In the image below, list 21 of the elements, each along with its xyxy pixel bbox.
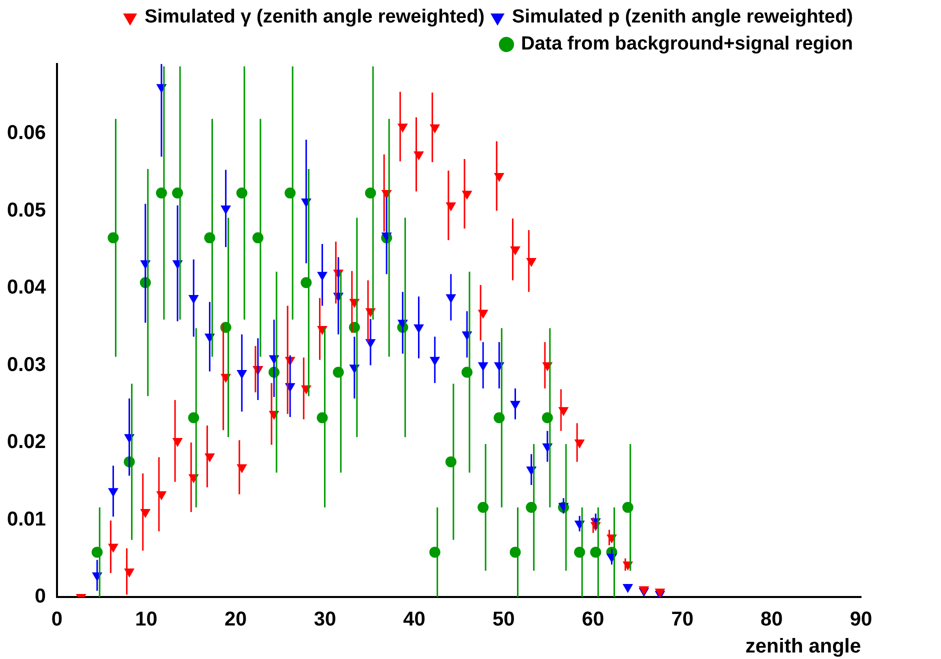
x-tick-label: 0 [51, 608, 62, 631]
legend-label: Simulated γ (zenith angle reweighted) [144, 6, 485, 28]
x-tick-label: 60 [582, 608, 604, 631]
y-tick-label: 0.04 [6, 276, 47, 299]
x-tick-label: 70 [671, 608, 694, 631]
x-tick-label: 90 [850, 608, 872, 631]
x-tick-label: 50 [492, 608, 515, 631]
y-tick-label: 0 [34, 586, 46, 608]
legend-label: Data from background+signal region [520, 34, 854, 55]
y-tick-label: 0.01 [6, 508, 46, 530]
y-tick-label: 0.03 [6, 354, 46, 376]
legend-label: Simulated p (zenith angle reweighted) [512, 6, 854, 28]
x-tick-label: 80 [760, 608, 783, 631]
x-tick-label: 40 [403, 608, 426, 631]
y-tick-label: 0.02 [6, 431, 46, 454]
y-tick-label: 0.05 [6, 199, 46, 222]
y-tick-label: 0.06 [6, 122, 46, 144]
x-tick-label: 20 [224, 608, 247, 631]
x-tick-label: 30 [314, 608, 336, 631]
x-axis-title: zenith angle [745, 636, 861, 658]
x-tick-label: 10 [135, 608, 158, 631]
